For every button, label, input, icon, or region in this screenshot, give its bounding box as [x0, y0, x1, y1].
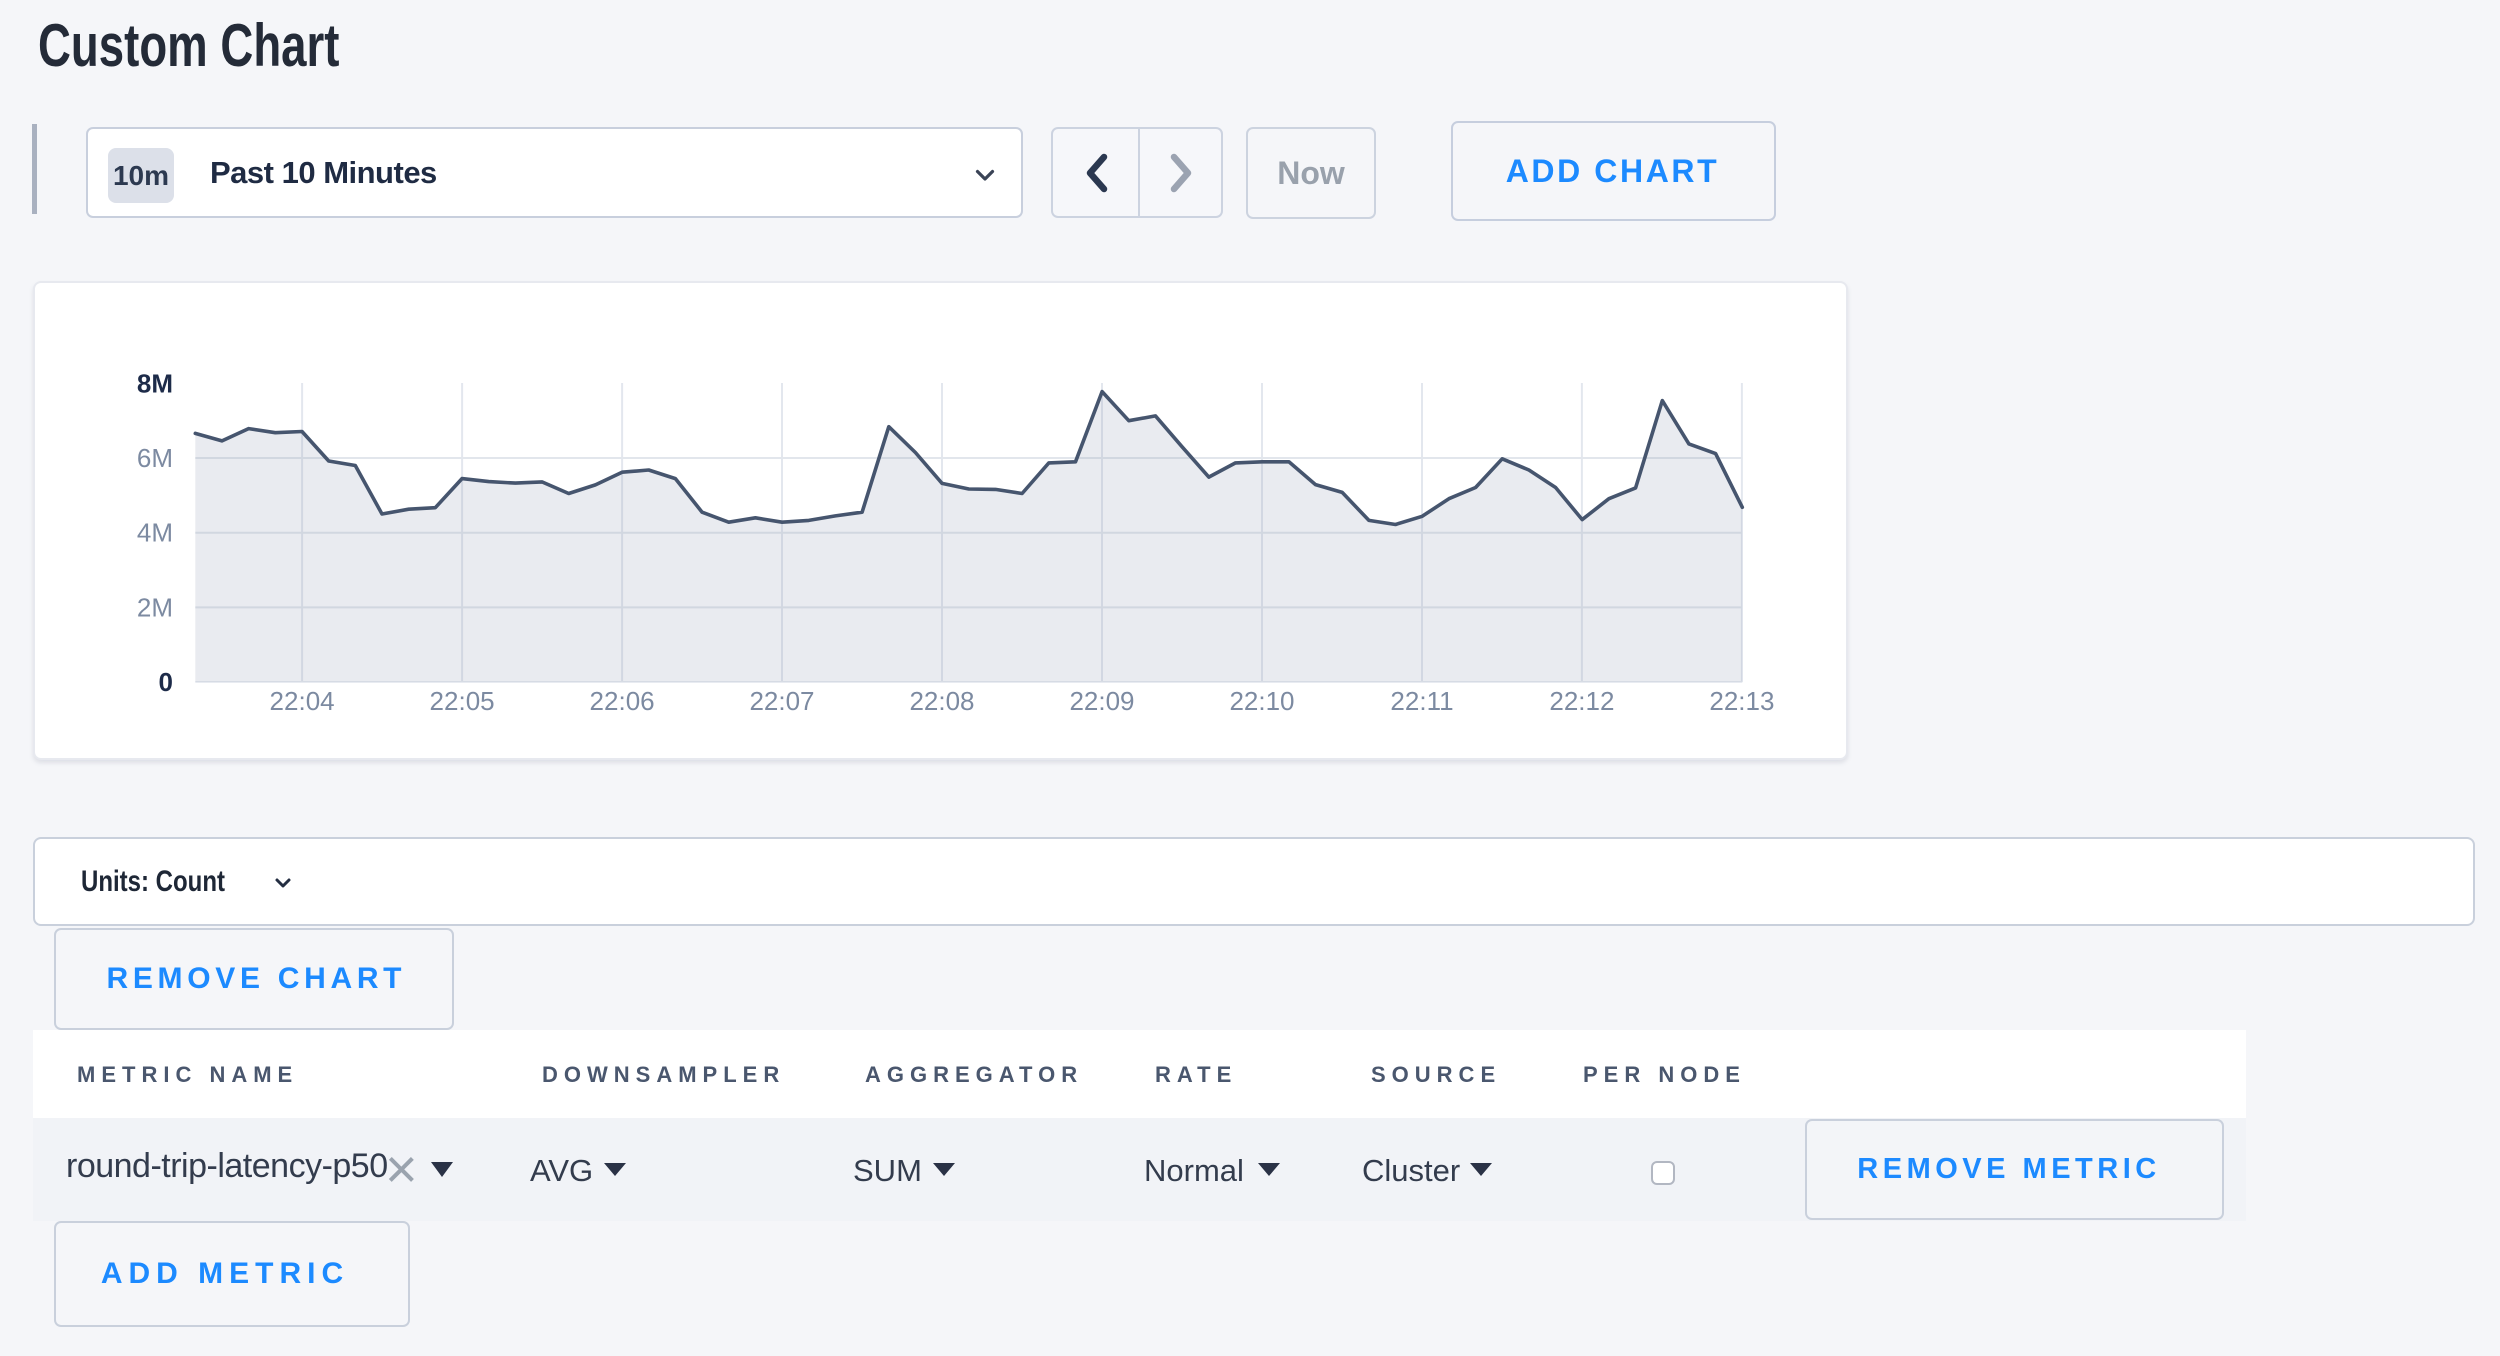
svg-text:22:11: 22:11	[1390, 686, 1453, 716]
svg-text:22:12: 22:12	[1549, 686, 1614, 716]
svg-text:22:07: 22:07	[749, 686, 814, 716]
svg-text:22:06: 22:06	[590, 686, 655, 716]
svg-text:2M: 2M	[137, 592, 173, 622]
svg-text:22:08: 22:08	[909, 686, 974, 716]
svg-text:22:13: 22:13	[1709, 686, 1774, 716]
svg-text:22:10: 22:10	[1229, 686, 1294, 716]
svg-text:8M: 8M	[137, 368, 173, 398]
svg-text:22:04: 22:04	[270, 686, 335, 716]
svg-text:0: 0	[159, 667, 173, 697]
svg-text:4M: 4M	[137, 518, 173, 548]
svg-text:6M: 6M	[137, 443, 173, 473]
svg-text:22:05: 22:05	[430, 686, 495, 716]
svg-text:22:09: 22:09	[1069, 686, 1134, 716]
